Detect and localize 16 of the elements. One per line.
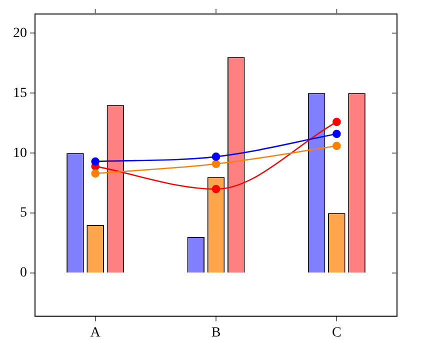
point	[332, 130, 341, 138]
point	[332, 142, 341, 150]
x-tick-label: C	[332, 325, 342, 340]
point	[332, 118, 341, 126]
x-tick-label: B	[211, 325, 221, 340]
point	[212, 184, 220, 194]
y-tick-label: 5	[20, 206, 27, 221]
y-tick-label: 20	[13, 26, 27, 41]
x-tick-label: A	[90, 325, 102, 340]
point	[212, 160, 220, 168]
point	[212, 152, 220, 161]
y-tick-label: 15	[13, 86, 27, 101]
y-tick-label: 0	[20, 266, 27, 281]
y-tick-label: 10	[13, 146, 27, 161]
point	[91, 157, 100, 166]
point	[91, 169, 100, 178]
